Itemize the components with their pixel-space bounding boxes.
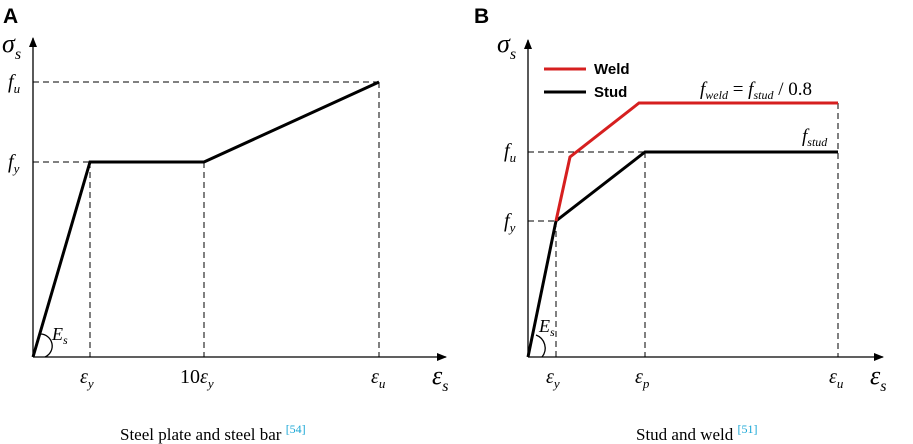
legend-weld-label: Weld	[594, 61, 630, 78]
legend-stud-label: Stud	[594, 84, 627, 101]
panel-b-es-label: Es	[538, 316, 555, 339]
panel-a-tick-ey: εy	[80, 366, 94, 391]
panel-b-es-arc	[536, 335, 545, 357]
panel-b-y-axis-label: σs	[497, 29, 516, 63]
panel-b-fy-label: fy	[504, 210, 516, 235]
panel-a: A σs εs fu fy Es εy 10εy εu Steel plate …	[2, 5, 448, 444]
panel-b-letter: B	[474, 5, 489, 28]
panel-b-tick-ey: εy	[546, 366, 560, 391]
panel-a-tick-10ey: 10εy	[180, 366, 214, 391]
stud-curve	[528, 152, 838, 357]
panel-a-tick-eu: εu	[371, 366, 386, 391]
panel-a-caption: Steel plate and steel bar [54]	[120, 422, 306, 444]
panel-b-legend: Weld Stud	[544, 61, 630, 101]
weld-curve	[556, 103, 838, 221]
panel-a-es-label: Es	[51, 324, 68, 347]
panel-b-x-axis-label: εs	[870, 361, 886, 395]
panel-b-tick-ep: εp	[635, 366, 650, 391]
panel-a-es-arc	[40, 334, 52, 357]
panel-a-letter: A	[3, 5, 18, 28]
panel-a-y-axis-label: σs	[2, 29, 21, 63]
panel-b-caption: Stud and weld [51]	[636, 422, 758, 444]
panel-a-fu-label: fu	[8, 71, 21, 96]
panel-a-x-axis-label: εs	[432, 361, 448, 395]
fstud-label: fstud	[802, 126, 828, 149]
weld-equation: fweld = fstud / 0.8	[700, 79, 812, 102]
panel-b: B σs εs Weld Stud fu fy Es fweld = fstud…	[474, 5, 886, 444]
panel-a-stress-strain-curve	[33, 82, 379, 357]
panel-b-tick-eu: εu	[829, 366, 844, 391]
panel-a-fy-label: fy	[8, 151, 20, 176]
figure-canvas: A σs εs fu fy Es εy 10εy εu Steel plate …	[0, 0, 913, 444]
panel-b-fu-label: fu	[504, 140, 517, 165]
